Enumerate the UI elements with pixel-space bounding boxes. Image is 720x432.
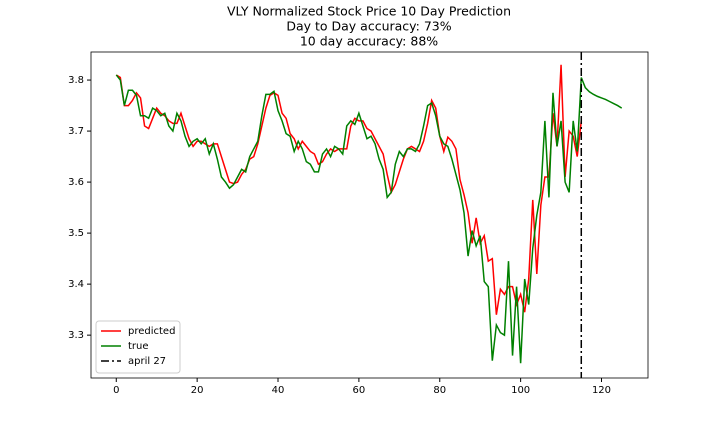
chart-subtitle: Day to Day accuracy: 73% [286,19,451,34]
legend-label: april 27 [128,356,166,367]
axes-frame [90,51,649,379]
x-tick-label: 80 [433,385,446,396]
x-tick-label: 40 [272,385,285,396]
x-tick-label: 100 [511,385,530,396]
x-tick-label: 0 [113,385,119,396]
legend-label: predicted [128,326,175,337]
chart-title: VLY Normalized Stock Price 10 Day Predic… [227,4,511,19]
y-tick-label: 3.8 [68,75,84,86]
x-tick-label: 120 [592,385,611,396]
chart-subtitle: 10 day accuracy: 88% [300,34,438,49]
y-tick-label: 3.5 [68,228,84,239]
y-tick-label: 3.6 [68,177,84,188]
y-tick-label: 3.4 [68,279,84,290]
x-tick-label: 20 [191,385,204,396]
y-tick-label: 3.7 [68,126,84,137]
legend-label: true [128,341,149,352]
series-line [115,64,583,315]
y-tick-label: 3.3 [68,330,84,341]
x-tick-label: 60 [353,385,366,396]
series-line [115,74,623,364]
legend-box [95,320,181,374]
